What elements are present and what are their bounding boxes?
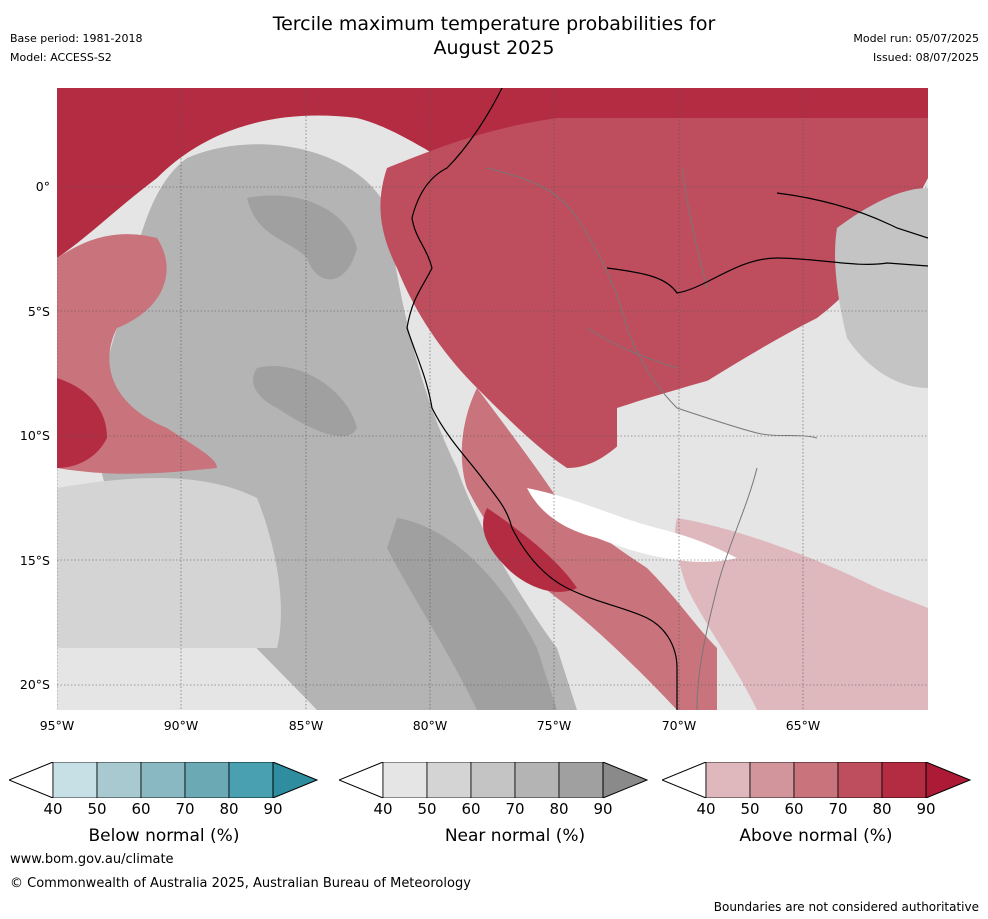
above-normal-coast-core: [483, 508, 577, 592]
colorbar-near-low-arrow: [339, 762, 384, 798]
lon-label-95w: 95°W: [39, 718, 75, 733]
near-normal-east-mid: [835, 188, 928, 388]
amazon-river: [606, 192, 928, 294]
colorbar-segment: [228, 762, 274, 798]
near-normal-patch-south: [387, 518, 557, 710]
lon-label-75w: 75°W: [536, 718, 572, 733]
colorbar-segment: [96, 762, 142, 798]
colorbar-segment: [705, 762, 751, 798]
near-normal-patch-southwest: [57, 478, 281, 648]
colorbar-tick-label: 50: [87, 800, 107, 818]
title-line-1: Tercile maximum temperature probabilitie…: [272, 13, 716, 35]
country-boundaries: [486, 167, 818, 710]
lat-label-5s: 5°S: [27, 304, 50, 319]
colorbar-tick-label: 90: [263, 800, 283, 818]
near-normal-dark-patch-2: [253, 366, 357, 437]
colorbar-below-segments: [52, 762, 274, 798]
colorbar-above-title: Above normal (%): [739, 826, 893, 846]
coastline: [406, 88, 678, 710]
colorbar-tick-label: 70: [828, 800, 848, 818]
lon-label-90w: 90°W: [163, 718, 199, 733]
colorbar-near-segments: [382, 762, 604, 798]
colorbar-near-high-arrow: [602, 762, 649, 798]
bom-url-link[interactable]: www.bom.gov.au/climate: [10, 852, 174, 867]
colorbar-segment: [426, 762, 472, 798]
colorbar-above-high-arrow: [925, 762, 972, 798]
colorbar-tick-label: 90: [916, 800, 936, 818]
colorbar-above-normal: [662, 762, 972, 798]
boundaries-disclaimer: Boundaries are not considered authoritat…: [713, 900, 979, 914]
lat-label-10s: 10°S: [19, 428, 50, 443]
above-normal-coast-band: [461, 388, 717, 710]
probability-map: [57, 88, 928, 710]
white-no-signal-strip: [527, 488, 737, 562]
above-normal-land: [380, 118, 928, 468]
colorbar-segment: [558, 762, 604, 798]
colorbar-below-title: Below normal (%): [88, 826, 240, 846]
colorbar-segment: [749, 762, 795, 798]
colorbar-tick-label: 80: [219, 800, 239, 818]
above-normal-southeast-light: [675, 518, 928, 710]
colorbar-tick-label: 70: [505, 800, 525, 818]
colorbar-segment: [470, 762, 516, 798]
lon-label-70w: 70°W: [661, 718, 697, 733]
near-normal-east-light: [617, 318, 928, 548]
colorbar-segment: [793, 762, 839, 798]
colorbar-segment: [837, 762, 883, 798]
model-name: Model: ACCESS-S2: [10, 51, 112, 64]
colorbar-segment: [184, 762, 230, 798]
copyright-notice: © Commonwealth of Australia 2025, Austra…: [10, 876, 471, 891]
lon-label-80w: 80°W: [412, 718, 448, 733]
colorbar-near-title: Near normal (%): [444, 826, 586, 846]
colorbar-tick-label: 50: [417, 800, 437, 818]
issued-date: Issued: 08/07/2025: [872, 51, 979, 64]
lon-label-85w: 85°W: [288, 718, 324, 733]
colorbar-below-high-arrow: [272, 762, 319, 798]
map-title: Tercile maximum temperature probabilitie…: [0, 12, 988, 60]
colorbar-tick-label: 40: [43, 800, 63, 818]
colorbar-tick-label: 60: [131, 800, 151, 818]
lat-label-15s: 15°S: [19, 553, 50, 568]
lat-label-20s: 20°S: [19, 677, 50, 692]
colorbar-tick-label: 60: [461, 800, 481, 818]
colorbar-below-normal: [9, 762, 319, 798]
model-run: Model run: 05/07/2025: [853, 32, 979, 45]
colorbar-near-normal: [339, 762, 649, 798]
colorbar-segment: [140, 762, 186, 798]
map-canvas: [57, 88, 928, 710]
colorbar-tick-label: 40: [373, 800, 393, 818]
colorbar-tick-label: 80: [872, 800, 892, 818]
lon-label-65w: 65°W: [785, 718, 821, 733]
colorbar-segment: [881, 762, 927, 798]
colorbar-tick-label: 40: [696, 800, 716, 818]
colorbar-tick-label: 70: [175, 800, 195, 818]
colorbar-tick-label: 80: [549, 800, 569, 818]
colorbar-segment: [52, 762, 98, 798]
colorbar-above-low-arrow: [662, 762, 707, 798]
above-normal-west-core: [57, 378, 107, 468]
lat-label-0: 0°: [35, 179, 50, 194]
colorbar-tick-label: 60: [784, 800, 804, 818]
colorbar-segment: [514, 762, 560, 798]
graticule: [57, 88, 928, 710]
colorbar-tick-label: 50: [740, 800, 760, 818]
colorbar-below-low-arrow: [9, 762, 54, 798]
colorbar-tick-label: 90: [593, 800, 613, 818]
near-normal-ocean-dark: [247, 195, 357, 280]
colorbar-segment: [382, 762, 428, 798]
base-period: Base period: 1981-2018: [10, 32, 143, 45]
colorbar-above-segments: [705, 762, 927, 798]
title-line-2: August 2025: [433, 37, 555, 59]
